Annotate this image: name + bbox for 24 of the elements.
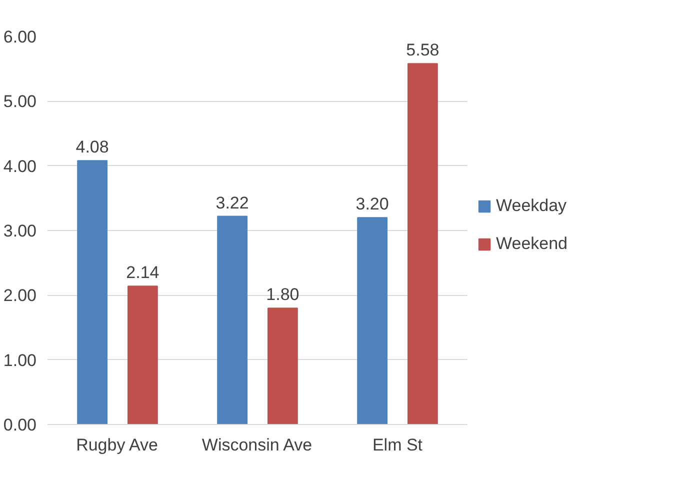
bar [217,216,248,424]
legend-label: Weekday [496,196,567,216]
y-tick-label: 0.00 [3,416,37,434]
x-tick-label: Rugby Ave [76,436,158,454]
y-tick-label: 1.00 [3,350,37,370]
bar [268,308,298,424]
y-tick-label: 5.00 [3,92,37,112]
bar [408,63,438,424]
x-tick-label: Elm St [372,436,423,454]
y-tick-label: 3.00 [3,222,37,240]
x-tick-label: Wisconsin Ave [202,436,312,454]
data-label: 1.80 [266,285,300,304]
y-tick-label: 2.00 [3,286,37,306]
data-label: 3.22 [216,193,249,212]
data-label: 3.20 [356,194,389,214]
data-label: 5.58 [406,40,440,60]
y-tick-label: 6.00 [3,28,37,46]
bar [357,217,388,424]
y-tick-label: 4.00 [3,156,37,176]
bar [77,160,108,424]
bar [128,286,158,424]
legend-label: Weekend [496,234,568,254]
data-label: 4.08 [76,138,109,157]
data-label: 2.14 [126,263,160,282]
